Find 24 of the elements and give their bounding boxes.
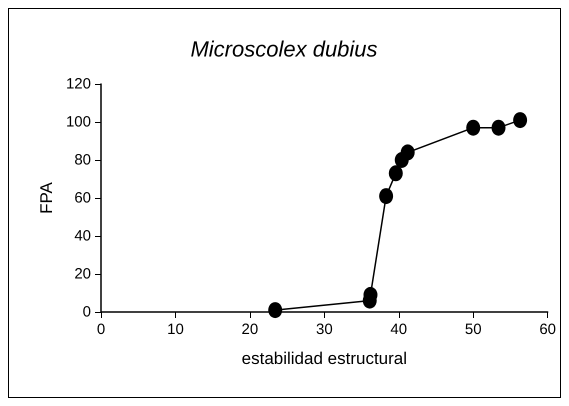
point (379, 188, 394, 204)
x-tick-label: 60 (539, 321, 556, 338)
y-tick-label: 120 (66, 76, 91, 92)
y-tick-label: 80 (74, 152, 91, 168)
point (466, 120, 480, 136)
y-tick-label: 0 (82, 304, 91, 320)
x-tick-label: 0 (96, 321, 106, 338)
point (400, 144, 415, 160)
x-tick-label: 20 (242, 321, 258, 338)
y-tick-label: 20 (74, 266, 91, 282)
chart-title: Microscolex dubius (190, 36, 378, 62)
point (513, 112, 528, 128)
point (388, 165, 403, 182)
point (492, 120, 506, 136)
x-axis-title: estabilidad estructural (242, 349, 408, 368)
x-tick-label: 30 (316, 321, 333, 338)
y-tick-label: 100 (66, 114, 91, 130)
point (268, 302, 282, 318)
x-tick-label: 50 (464, 321, 482, 338)
x-tick-label: 10 (167, 321, 184, 338)
x-tick-label: 40 (390, 321, 408, 338)
y-axis-title: FPA (37, 181, 56, 214)
y-tick-label: 40 (74, 228, 91, 244)
y-tick-label: 60 (74, 190, 91, 206)
